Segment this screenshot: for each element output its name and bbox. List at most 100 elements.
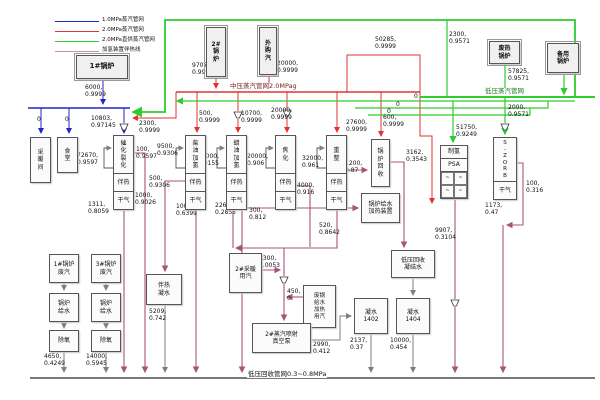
flow-32000: 32000, 0.961 [302,155,323,169]
unit-u2-box: 柴 油 加 氢 伴热 干气 [185,135,206,210]
flow-1200: 1200, 0.87 [345,160,363,174]
condensate-header-label: 低压回收管网0.3~0.8MPa [247,370,328,378]
unit-u1-drygas-cell: 干气 [114,191,133,209]
flow-10803: 10803, 0.97145 [91,115,116,129]
unit-u3-name: 蜡 油 加 氢 [233,139,240,170]
flow-6000: 6000, 0.9999 [85,84,106,98]
flow-1173: 1173, 0.47 [485,202,503,216]
flow-2300-lp: 2300, 0.9571 [449,31,470,45]
chain1-boiler1-exhaust-box: 1#锅炉 废汽 [49,254,79,283]
psa-subtitle: PSA [441,159,467,172]
unit-u2-name: 柴 油 加 氢 [192,139,199,170]
unit-u1-tracing-cell: 伴热 [114,173,133,191]
flow-57825: 57825, 0.9571 [508,68,529,82]
flow-450: 450, 0 [287,288,301,302]
lp-header-label: 低压蒸汽管网 [484,87,525,95]
unit-u5-tracing-cell: 伴热 [327,173,346,191]
chain1-deaerator-box: 除氧 [49,330,79,352]
chain2-boiler-feedwater-box: 锅炉 给水 [91,293,121,322]
legend-line-2_0mpa [55,31,99,32]
pipes-water-grey [30,277,595,379]
flow-500-mp: 500, 0.9999 [199,110,220,124]
flow-9907: 9907, 0.3104 [435,227,456,241]
legend-label-1_0mpa: 1.0MPa蒸汽管网 [102,17,144,23]
boiler1-box: 1#锅炉 [74,53,130,81]
legend-line-lp [55,41,99,42]
canteen-box: 食 堂 [57,137,78,173]
unit-u4-box: 焦 化 伴热 干气 [275,135,296,210]
flow-zero-canteen: 0 [65,116,69,123]
flow-51750: 51750, 0.9249 [456,124,477,138]
mp-header-label: 中压蒸汽管网2.0MPag [229,82,298,90]
unit-u3-box: 蜡 油 加 氢 伴热 干气 [226,135,247,210]
chain2-deaerator-box: 除氧 [91,330,121,352]
flow-1000: 1000, 0.9026 [135,192,156,206]
pipes-condensate-pink [120,152,524,374]
unit-u1-box: 催 化 裂 化 伴热 干气 [113,135,134,210]
unit-u3-tracing-cell: 伴热 [227,173,246,191]
unit-u5-drygas-cell: 干气 [327,191,346,209]
purchased-steam-box: 外 购 汽 [257,25,279,77]
flow-50285: 50285, 0.9999 [375,36,396,50]
psa-cell-1: ~ [441,172,454,185]
flow-10000: 10000, 0.454 [390,337,411,351]
psa-cells: ~ ~ ~ ~ [441,172,467,198]
flow-3162: 3162, 0.3543 [406,149,427,163]
flow-600: 600, 0.9999 [383,114,404,128]
unit-u5-name: 重 整 [333,147,340,162]
flow-2260: 2260, 0.2855 [215,202,236,216]
unit-u2-drygas-cell: 干气 [186,191,205,209]
flow-27600: 27600, 0.9999 [346,119,367,133]
unit-u1-name: 催 化 裂 化 [120,139,127,170]
chain1-boiler-feedwater-box: 锅炉 给水 [49,293,79,322]
fw-heater-box: 锅炉给水 加热装置 [361,193,400,223]
flow-300: 300, 0.812 [249,207,267,221]
flow-20000-purchased: 20000, 0.9999 [277,60,298,74]
hydrogen-psa-box: 制氢 PSA ~ ~ ~ ~ [440,145,468,199]
flow-14000: 14000, 0.5945 [86,353,107,367]
psa-cell-4: ~ [454,185,467,198]
unit-u4-name: 焦 化 [282,147,289,162]
szorb-name: S - Z O R B [502,140,508,179]
condensate-1404-box: 凝水 1404 [396,298,430,334]
unit-u3-drygas-cell: 干气 [227,191,246,209]
psa-cell-3: ~ [441,185,454,198]
flow-20000-mp: 20000, 0.9999 [271,107,292,121]
waste-heat-boiler-box: 废热 锅炉 [487,39,522,66]
boiler2-box: 2# 锅 炉 [204,25,228,79]
flow-zero-heating: 0 [37,116,41,123]
flow-2000: 2000, 0.9571 [508,104,529,118]
flow-1300: 1300, 0.0053 [259,255,280,269]
ejector-vacuum-box: 2#蒸汽喷射 真空泵 [252,323,311,353]
flow-2137: 2137, 0.37 [350,337,368,351]
flow-72670: 72670, 0.9597 [77,152,98,166]
flow-2990: 2990, 0.412 [313,341,331,355]
flow-2300-mp: 2300, 0.9999 [139,120,160,134]
heating2-steam-box: 2#采暖 用汽 [229,253,262,293]
unit-recirc-loops [103,145,327,169]
flow-zero-green-2: 0 [396,101,400,108]
flow-zero-green-1: 0 [414,93,418,100]
flow-100-u2: 100, 0.6399 [176,203,197,217]
flow-1311: 1311, 0.8059 [88,201,109,215]
unit-u4-drygas-cell: 干气 [276,191,295,209]
boiler-recovery-box: 锅 炉 回 收 [371,139,390,187]
lp-recovery-condensate-box: 低压回收 凝结水 [391,250,435,278]
unit-u4-tracing-cell: 伴热 [276,173,295,191]
legend-label-lp: 2.0MPa直供蒸汽管网 [102,37,155,43]
legend-line-tracing [55,51,99,52]
legend-label-tracing: 加氢装置伴热线 [102,47,141,53]
legend-line-1_0mpa [55,21,99,22]
flow-100-u1: 100, 0.9597 [136,146,157,160]
unit-u2-tracing-cell: 伴热 [186,173,205,191]
pipes-1_0mpa-blue [28,80,130,134]
whb-feedwater-heating-box: 废锅 给水 加热 用汽 [303,285,336,328]
unit-u5-box: 重 整 伴热 干气 [326,135,347,210]
legend-label-2_0mpa: 2.0MPa蒸汽管网 [102,27,144,33]
szorb-drygas-cell: 干气 [494,181,516,199]
backup-boiler-box: 备用 锅炉 [545,41,581,75]
flow-4650: 4650, 0.4249 [44,353,65,367]
psa-title: 制氢 [441,146,467,159]
psa-cell-2: ~ [454,172,467,185]
